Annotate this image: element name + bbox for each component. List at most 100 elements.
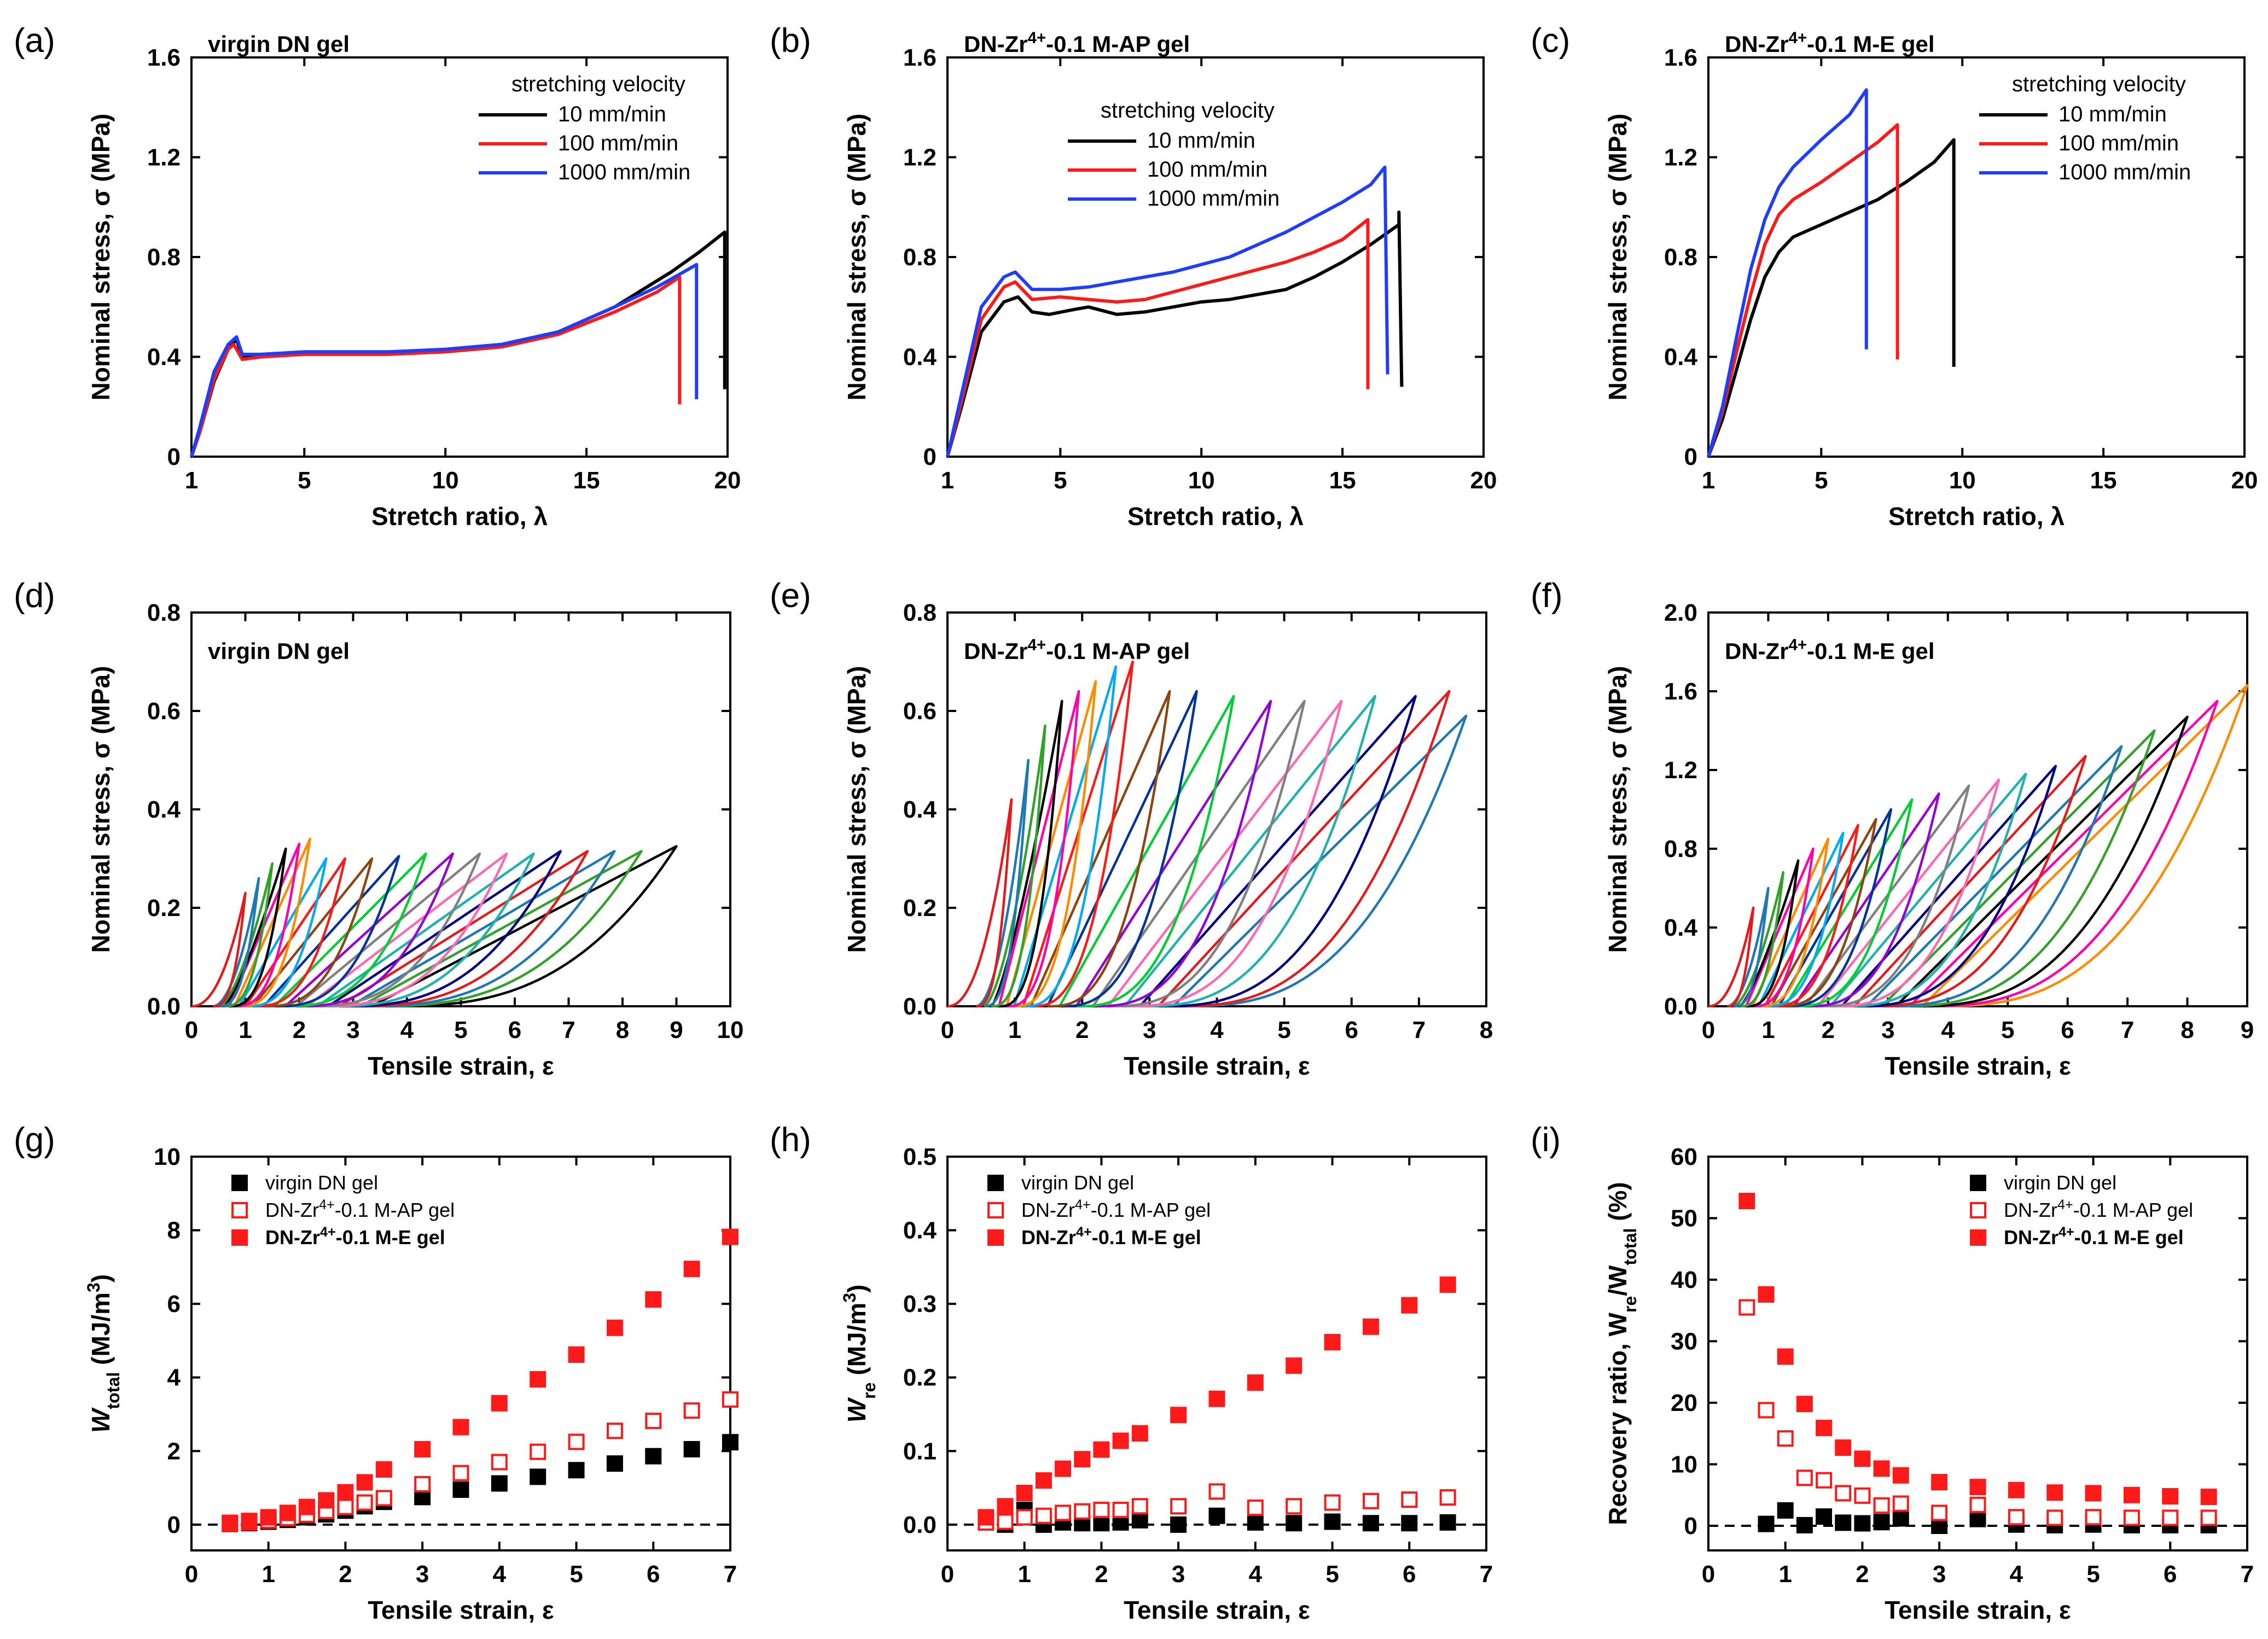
y-tick-label: 60	[1671, 1144, 1697, 1170]
svg-text:Nominal stress, σ (MPa): Nominal stress, σ (MPa)	[1603, 666, 1632, 953]
x-tick-label: 4	[2010, 1561, 2023, 1588]
series-line	[190, 230, 726, 457]
x-tick-label: 1	[239, 1017, 252, 1043]
legend-marker	[1970, 1229, 1986, 1246]
legend-entry: 10 mm/min	[558, 102, 666, 126]
y-tick-label: 0	[1684, 444, 1697, 470]
svg-text:Nominal stress, σ (MPa): Nominal stress, σ (MPa)	[86, 114, 115, 401]
data-point	[1401, 1297, 1418, 1314]
cycle-curve	[1840, 765, 2057, 1008]
data-point	[491, 1454, 508, 1471]
y-axis-label: Wre (MJ/m3)	[840, 1285, 879, 1423]
x-tick-label: 5	[1054, 467, 1067, 494]
data-point	[1777, 1348, 1794, 1365]
x-tick-label: 5	[1815, 467, 1828, 494]
y-tick-label: 0.4	[147, 344, 181, 371]
x-axis-label: Tensile strain, ε	[1124, 1596, 1310, 1624]
x-tick-label: 5	[454, 1017, 467, 1043]
legend-marker	[231, 1202, 248, 1218]
legend-entry: DN-Zr4+-0.1 M-E gel	[2004, 1224, 2184, 1249]
data-point	[1208, 1483, 1225, 1500]
cycle-curve	[1865, 745, 2123, 1008]
x-axis-label: Stretch ratio, λ	[1888, 502, 2065, 530]
cycle-curve	[1751, 837, 1830, 1008]
x-tick-label: 2	[293, 1017, 306, 1043]
cycle-curve	[1139, 695, 1417, 1008]
data-point	[1362, 1515, 1379, 1532]
data-point	[1892, 1467, 1909, 1484]
data-point	[1247, 1499, 1264, 1516]
panel-f: 0 1 2 3 4 5 6 7 8 9 0.0 0.4 0.8 1.2 1.6 2.0 Tensile stra…	[1531, 577, 2254, 1080]
cycle-curve	[998, 690, 1080, 1008]
cycle-curve	[1921, 684, 2249, 1008]
cycle-curve	[237, 857, 328, 1008]
data-point	[1016, 1509, 1033, 1526]
x-axis-label: Tensile strain, ε	[1885, 1052, 2071, 1080]
data-point	[1208, 1507, 1225, 1524]
x-tick-label: 20	[2231, 467, 2258, 494]
panel-h: 0 1 2 3 4 5 6 7 0.0 0.1 0.2 0.3 0.4 0.5 Tensile strain…	[770, 1121, 1493, 1624]
x-tick-label: 0	[941, 1561, 954, 1588]
legend-entry: 100 mm/min	[2058, 131, 2179, 155]
data-point	[1796, 1516, 1813, 1533]
panel-label: (a)	[14, 22, 55, 60]
data-point	[1131, 1512, 1148, 1529]
data-point	[356, 1494, 373, 1511]
x-tick-label: 7	[2241, 1561, 2254, 1588]
y-tick-label: 0.8	[903, 599, 937, 626]
panel-label: (g)	[14, 1121, 55, 1159]
x-tick-label: 7	[1412, 1017, 1426, 1043]
x-axis-label: Tensile strain, ε	[1885, 1596, 2071, 1624]
cycle-curve	[228, 842, 301, 1008]
x-tick-label: 6	[2061, 1017, 2074, 1043]
panel-d: 0 1 2 3 4 5 6 7 8 9 10 0.0 0.2 0.4 0.6 0.8 Tensile strai…	[14, 577, 743, 1080]
data-point	[1931, 1474, 1948, 1491]
legend-entry: DN-Zr4+-0.1 M-E gel	[265, 1224, 445, 1249]
cycle-curve	[306, 852, 508, 1008]
data-point	[1738, 1299, 1755, 1316]
data-point	[645, 1448, 662, 1465]
cycle-curve	[1092, 699, 1306, 1008]
data-point	[279, 1504, 296, 1521]
cycle-curve	[990, 699, 1063, 1008]
x-tick-label: 3	[1933, 1561, 1946, 1588]
y-tick-label: 0.3	[903, 1291, 937, 1317]
x-tick-label: 4	[1941, 1017, 1955, 1043]
y-tick-label: 0	[167, 1512, 181, 1538]
cycle-curve	[252, 857, 374, 1008]
legend-entry: 1000 mm/min	[558, 160, 690, 184]
x-tick-label: 4	[1210, 1017, 1224, 1043]
x-axis-label: Tensile strain, ε	[368, 1596, 554, 1624]
data-point	[1324, 1334, 1341, 1351]
svg-text:Nominal stress, σ (MPa): Nominal stress, σ (MPa)	[1603, 114, 1632, 401]
x-axis-label: Tensile strain, ε	[1124, 1052, 1310, 1080]
data-point	[1247, 1514, 1264, 1531]
cycle-curve	[1739, 859, 1800, 1008]
x-tick-label: 10	[1188, 467, 1215, 494]
y-tick-label: 8	[167, 1217, 181, 1244]
data-point	[1074, 1503, 1091, 1520]
y-tick-label: 0	[1684, 1513, 1697, 1539]
y-tick-label: 1.2	[147, 144, 181, 171]
data-point	[1969, 1496, 1986, 1513]
cycle-curve	[1005, 680, 1097, 1008]
data-point	[2046, 1484, 2063, 1501]
x-tick-label: 20	[714, 467, 741, 494]
data-point	[1439, 1276, 1456, 1293]
y-tick-label: 0.1	[903, 1438, 937, 1465]
data-point	[1796, 1469, 1813, 1486]
series-line	[946, 218, 1370, 457]
cycle-curve	[1777, 808, 1893, 1008]
plot-frame-i	[1707, 1156, 2248, 1551]
y-tick-label: 0.2	[903, 895, 937, 921]
cycle-curve	[317, 852, 535, 1008]
x-tick-label: 4	[400, 1017, 414, 1043]
cycle-curve	[1733, 871, 1785, 1008]
data-point	[606, 1422, 623, 1439]
data-point	[722, 1434, 738, 1451]
cycle-curve	[349, 850, 616, 1008]
data-point	[452, 1481, 469, 1498]
data-point	[1873, 1497, 1890, 1514]
x-tick-label: 0	[1702, 1017, 1715, 1043]
x-tick-label: 6	[1403, 1561, 1416, 1588]
